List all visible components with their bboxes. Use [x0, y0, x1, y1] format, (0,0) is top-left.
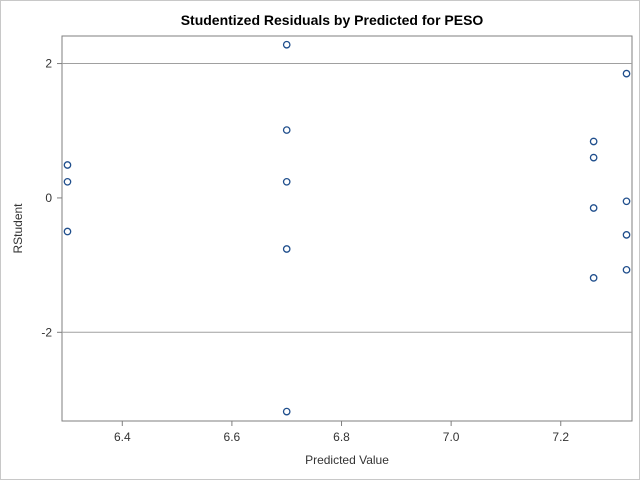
- y-axis: 2 0 -2: [41, 57, 62, 340]
- data-point: [284, 127, 290, 133]
- data-point: [284, 179, 290, 185]
- y-tick-label: 2: [45, 57, 52, 71]
- data-point: [623, 198, 629, 204]
- y-tick-label: 0: [45, 191, 52, 205]
- x-tick-label: 6.8: [333, 430, 350, 444]
- x-tick-label: 7.0: [443, 430, 460, 444]
- reference-lines: [62, 64, 632, 333]
- data-point: [64, 179, 70, 185]
- chart-title: Studentized Residuals by Predicted for P…: [181, 12, 484, 28]
- data-points: [64, 42, 629, 415]
- x-tick-label: 6.4: [114, 430, 131, 444]
- x-tick-label: 7.2: [552, 430, 569, 444]
- data-point: [590, 138, 596, 144]
- data-point: [590, 205, 596, 211]
- plot-frame: [62, 36, 632, 421]
- data-point: [623, 232, 629, 238]
- data-point: [284, 408, 290, 414]
- data-point: [64, 228, 70, 234]
- data-point: [590, 154, 596, 160]
- data-point: [623, 267, 629, 273]
- x-tick-label: 6.6: [224, 430, 241, 444]
- x-axis: 6.4 6.6 6.8 7.0 7.2: [114, 421, 569, 444]
- data-point: [284, 42, 290, 48]
- data-point: [623, 70, 629, 76]
- y-tick-label: -2: [41, 325, 52, 339]
- y-axis-label: RStudent: [11, 203, 25, 254]
- data-point: [284, 246, 290, 252]
- data-point: [590, 275, 596, 281]
- data-point: [64, 162, 70, 168]
- x-axis-label: Predicted Value: [305, 453, 389, 467]
